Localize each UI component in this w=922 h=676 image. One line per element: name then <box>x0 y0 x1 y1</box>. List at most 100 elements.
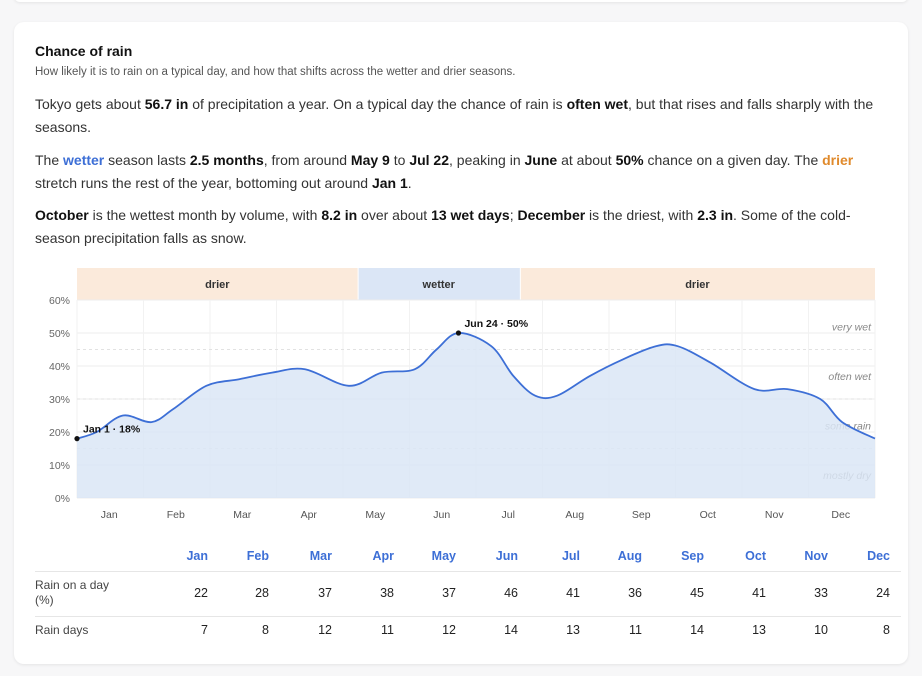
season-band-label: drier <box>685 279 710 291</box>
card-subtitle: How likely it is to rain on a typical da… <box>35 66 516 78</box>
season-paragraph: The wetter season lasts 2.5 months, from… <box>35 149 885 195</box>
table-cell: 13 <box>752 623 766 637</box>
table-cell: 37 <box>442 586 456 600</box>
typical-chance-value: often wet <box>566 96 629 112</box>
wettest-volume-value: 8.2 in <box>321 207 358 223</box>
table-cell: 12 <box>318 623 332 637</box>
chance-of-rain-card: Chance of rain How likely it is to rain … <box>14 22 908 664</box>
table-cell: 14 <box>690 623 704 637</box>
table-header-month: Oct <box>745 549 766 563</box>
driest-volume-value: 2.3 in <box>697 207 734 223</box>
y-tick-label: 30% <box>49 394 70 406</box>
x-tick-label: Sep <box>632 509 651 521</box>
table-cell: 12 <box>442 623 456 637</box>
wet-days-value: 13 wet days <box>431 207 510 223</box>
wettest-month-value: October <box>35 207 89 223</box>
text-span: , from around <box>263 152 351 168</box>
season-start-value: May 9 <box>350 152 390 168</box>
peak-chance-value: 50% <box>615 152 644 168</box>
table-cell: 36 <box>628 586 642 600</box>
table-cell: 37 <box>318 586 332 600</box>
table-cell: 45 <box>690 586 704 600</box>
text-span: to <box>389 152 410 168</box>
table-cell: 24 <box>876 586 890 600</box>
card-title: Chance of rain <box>35 43 133 59</box>
text-span: , but that rises and falls sharply with … <box>35 96 874 135</box>
annotation-label: Jan 1 · 18% <box>83 424 141 436</box>
text-span: Tokyo gets about <box>35 96 145 112</box>
text-span: ; <box>509 207 518 223</box>
season-band-drier <box>77 268 358 300</box>
x-tick-label: Feb <box>167 509 185 521</box>
table-header-month: Mar <box>309 549 332 563</box>
zone-label: often wet <box>828 371 872 383</box>
table-header-month: May <box>431 549 456 563</box>
season-length-value: 2.5 months <box>189 152 264 168</box>
wetter-season-label: wetter <box>63 152 105 168</box>
x-tick-label: Oct <box>700 509 716 521</box>
table-cell: 33 <box>814 586 828 600</box>
annotation-point <box>74 436 80 442</box>
annotation-label: Jun 24 · 50% <box>464 318 528 330</box>
monthly-paragraph: October is the wettest month by volume, … <box>35 204 885 250</box>
table-header-month: Feb <box>246 549 269 563</box>
table-header-month: Nov <box>804 549 828 563</box>
text-span: over about <box>357 207 432 223</box>
table-cell: 11 <box>629 623 642 637</box>
y-tick-label: 40% <box>49 361 70 373</box>
table-cell: 8 <box>262 623 269 637</box>
x-tick-label: Nov <box>765 509 784 521</box>
table-header-month: Jan <box>186 549 208 563</box>
table-cell: 14 <box>504 623 518 637</box>
table-cell: 10 <box>814 623 828 637</box>
y-tick-label: 60% <box>49 295 70 307</box>
zone-label: very wet <box>832 321 872 333</box>
y-tick-label: 20% <box>49 427 70 439</box>
annual-precip-value: 56.7 in <box>144 96 189 112</box>
text-span: . Some of the cold-season precipitation … <box>35 207 851 246</box>
season-end-value: Jul 22 <box>409 152 450 168</box>
annotation-point <box>455 330 462 336</box>
text-span: chance on a given day. The <box>643 152 823 168</box>
x-tick-label: May <box>365 509 386 521</box>
x-tick-label: Jun <box>433 509 450 521</box>
table-cell: 41 <box>566 586 580 600</box>
table-header-month: Apr <box>372 549 394 563</box>
season-band-drier <box>520 268 875 300</box>
x-tick-label: Aug <box>565 509 584 521</box>
text-span: is the driest, with <box>585 207 698 223</box>
y-tick-label: 0% <box>55 493 70 505</box>
table-cell: 41 <box>752 586 766 600</box>
drier-season-label: drier <box>822 152 854 168</box>
table-row-label: Rain days <box>35 623 89 637</box>
season-band-label: drier <box>205 279 230 291</box>
x-tick-label: Dec <box>831 509 850 521</box>
table-row-divider <box>35 571 901 572</box>
x-tick-label: Apr <box>301 509 318 521</box>
table-cell: 11 <box>381 623 394 637</box>
summary-paragraph: Tokyo gets about 56.7 in of precipitatio… <box>35 93 885 139</box>
x-tick-label: Mar <box>233 509 252 521</box>
series-line <box>76 332 876 440</box>
table-header-month: Jul <box>561 549 580 563</box>
x-tick-label: Jan <box>101 509 118 521</box>
table-row-label: Rain on a day (%) <box>35 578 110 607</box>
season-band-label: wetter <box>422 279 456 291</box>
table-cell: 13 <box>566 623 580 637</box>
rain-chance-chart: drier wetter drier 0% 10% 20% 30% 40% 50% 60% ve… <box>49 268 876 521</box>
text-span: stretch runs the rest of the year, botto… <box>35 175 372 191</box>
y-tick-label: 10% <box>49 460 70 472</box>
bottom-date-value: Jan 1 <box>371 175 408 191</box>
table-cell: 38 <box>380 586 394 600</box>
table-header-month: Aug <box>617 549 642 563</box>
text-span: season lasts <box>104 152 190 168</box>
text-span: is the wettest month by volume, with <box>88 207 322 223</box>
text-span: The <box>35 152 64 168</box>
text-span: at about <box>557 152 616 168</box>
season-band-wetter <box>358 268 520 300</box>
table-cell: 28 <box>255 586 269 600</box>
table-header-month: Jun <box>495 549 518 563</box>
series-area <box>77 332 875 498</box>
table-cell: 46 <box>504 586 518 600</box>
table-header-month: Sep <box>681 549 704 563</box>
